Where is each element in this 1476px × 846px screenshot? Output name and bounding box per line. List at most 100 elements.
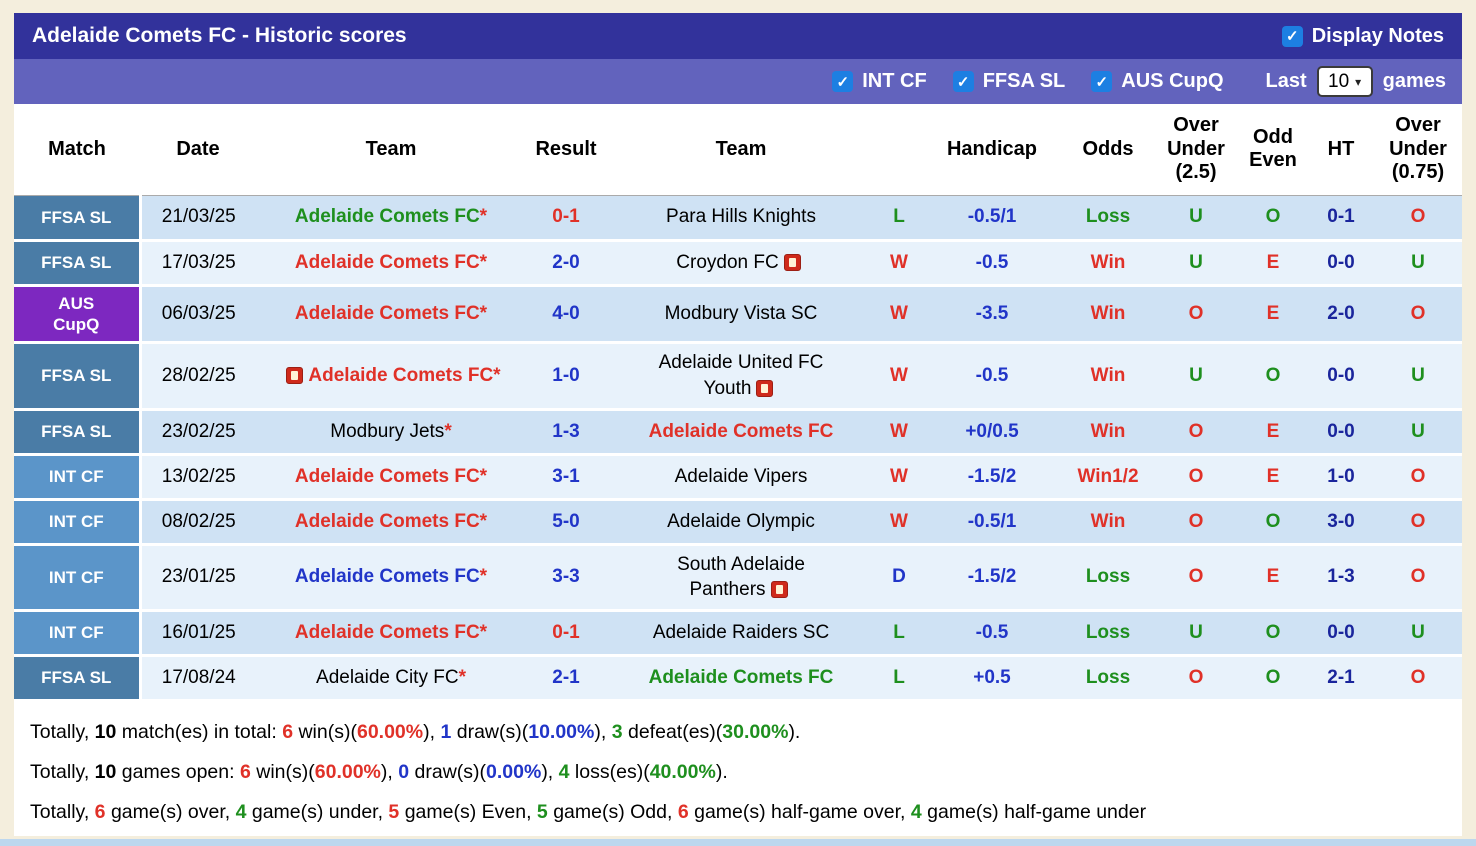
- match-competition-badge: FFSA SL: [14, 655, 142, 702]
- home-team-cell: Adelaide Comets FC*: [256, 240, 526, 287]
- summary-segment: game(s) Odd,: [547, 800, 678, 823]
- over-under-25-cell: O: [1154, 655, 1238, 702]
- home-team-cell: Adelaide Comets FC*: [256, 195, 526, 242]
- away-team-name[interactable]: Youth: [703, 377, 752, 399]
- result-cell: 0-1: [526, 195, 606, 242]
- filter-bar: ✓ INT CF ✓ FFSA SL ✓ AUS CupQ Last 10 ▾ …: [14, 59, 1462, 104]
- away-team-name[interactable]: Adelaide Olympic: [667, 510, 815, 532]
- away-team-name[interactable]: Para Hills Knights: [666, 206, 816, 228]
- home-team-name[interactable]: Adelaide Comets FC: [294, 206, 480, 228]
- filter-aus-cupq[interactable]: ✓ AUS CupQ: [1091, 70, 1224, 93]
- last-games-select[interactable]: 10 ▾: [1316, 66, 1373, 97]
- table-row: AUS CupQ 06/03/25 Adelaide Comets FC* 4-0 Mo…: [14, 285, 1462, 345]
- historic-scores-table: Match Date Team Result Team Handicap Odd…: [14, 104, 1462, 702]
- match-competition-badge: FFSA SL: [14, 409, 142, 456]
- summary-segment: 6: [239, 760, 251, 783]
- home-team-name[interactable]: Adelaide Comets FC: [308, 364, 494, 386]
- away-team-name[interactable]: Adelaide Vipers: [674, 465, 808, 487]
- team-note-asterisk: *: [444, 420, 452, 442]
- half-time-score-cell: 1-3: [1308, 544, 1374, 612]
- away-team-line: Adelaide Olympic: [609, 509, 873, 535]
- away-team-name[interactable]: Croydon FC: [676, 251, 779, 273]
- away-team-name[interactable]: South Adelaide: [677, 553, 805, 575]
- over-under-25-cell: U: [1154, 240, 1238, 287]
- summary-segment: ),: [541, 760, 559, 783]
- col-header-over-under-075: Over Under (0.75): [1374, 104, 1462, 196]
- summary-segment: Totally,: [30, 760, 95, 783]
- match-outcome-cell: W: [876, 240, 922, 287]
- summary-segment: ),: [380, 760, 399, 783]
- filter-int-cf[interactable]: ✓ INT CF: [832, 70, 927, 93]
- away-team-name[interactable]: Adelaide Comets FC: [648, 420, 834, 442]
- away-team-name[interactable]: Adelaide Raiders SC: [652, 622, 830, 644]
- home-team-name[interactable]: Adelaide Comets FC: [294, 621, 480, 643]
- over-under-25-cell: O: [1154, 285, 1238, 345]
- away-team-name[interactable]: Adelaide Comets FC: [648, 667, 834, 689]
- home-team-name[interactable]: Adelaide City FC: [316, 666, 459, 688]
- aus-cupq-checkbox[interactable]: ✓: [1091, 71, 1113, 92]
- home-team-name[interactable]: Adelaide Comets FC: [294, 566, 480, 588]
- result-cell: 1-0: [526, 342, 606, 411]
- team-note-asterisk: *: [479, 621, 488, 643]
- match-outcome-cell: W: [876, 454, 922, 501]
- ffsa-sl-label: FFSA SL: [982, 70, 1066, 92]
- filter-ffsa-sl[interactable]: ✓ FFSA SL: [952, 70, 1066, 93]
- selected-games-count: 10: [1328, 70, 1350, 92]
- home-team-cell: Adelaide Comets FC*: [256, 544, 526, 612]
- table-header: Match Date Team Result Team Handicap Odd…: [14, 104, 1462, 196]
- aus-cupq-label: AUS CupQ: [1121, 70, 1224, 92]
- handicap-cell: -3.5: [922, 285, 1062, 345]
- match-outcome-cell: W: [876, 285, 922, 345]
- int-cf-checkbox[interactable]: ✓: [832, 71, 854, 92]
- display-notes-toggle[interactable]: ✓ Display Notes: [1281, 25, 1444, 48]
- col-header-match: Match: [14, 104, 140, 196]
- away-team-name[interactable]: Adelaide United FC: [658, 352, 824, 374]
- home-team-cell: Modbury Jets*: [256, 409, 526, 456]
- page-title: Adelaide Comets FC - Historic scores: [32, 24, 407, 47]
- team-note-asterisk: *: [479, 303, 488, 325]
- match-competition-badge: FFSA SL: [14, 342, 142, 411]
- half-time-score-cell: 0-0: [1308, 342, 1374, 411]
- display-notes-checkbox[interactable]: ✓: [1281, 25, 1303, 47]
- summary-segment: draw(s)(: [451, 720, 529, 743]
- away-team-cell: Adelaide Comets FC: [606, 655, 876, 702]
- match-competition-badge: INT CF: [14, 454, 142, 501]
- odd-even-cell: O: [1238, 655, 1308, 702]
- away-team-line: South Adelaide: [609, 552, 873, 578]
- next-table-strip: [0, 838, 1476, 846]
- ffsa-sl-checkbox[interactable]: ✓: [952, 71, 974, 92]
- summary-segment: 0.00%: [486, 760, 542, 783]
- away-team-name[interactable]: Modbury Vista SC: [664, 303, 818, 325]
- summary-segment: 60.00%: [314, 760, 381, 783]
- over-under-25-cell: O: [1154, 409, 1238, 456]
- home-team-name[interactable]: Modbury Jets: [330, 420, 445, 442]
- result-cell: 3-3: [526, 544, 606, 612]
- date-cell: 23/01/25: [140, 544, 256, 612]
- away-team-name[interactable]: Panthers: [689, 579, 766, 601]
- home-team-name[interactable]: Adelaide Comets FC: [294, 465, 480, 487]
- home-team-name[interactable]: Adelaide Comets FC: [294, 303, 480, 325]
- summary-line: Totally, 10 match(es) in total: 6 win(s)…: [30, 712, 1446, 752]
- handicap-cell: -0.5: [922, 342, 1062, 411]
- home-team-cell: Adelaide Comets FC*: [256, 610, 526, 657]
- col-header-odd-even: Odd Even: [1238, 104, 1308, 196]
- half-time-score-cell: 2-1: [1308, 655, 1374, 702]
- away-team-line: Panthers: [609, 577, 873, 603]
- result-cell: 2-0: [526, 240, 606, 287]
- home-team-name[interactable]: Adelaide Comets FC: [294, 510, 480, 532]
- red-card-note-icon: [286, 366, 304, 384]
- match-outcome-cell: L: [876, 655, 922, 702]
- away-team-cell: South Adelaide Panthers: [606, 544, 876, 612]
- home-team-name[interactable]: Adelaide Comets FC: [294, 251, 480, 273]
- last-games-group: Last 10 ▾ games: [1266, 66, 1446, 97]
- home-team-cell: Adelaide Comets FC*: [256, 285, 526, 345]
- home-team-cell: Adelaide Comets FC*: [256, 499, 526, 546]
- odd-even-cell: O: [1238, 499, 1308, 546]
- table-row: INT CF 23/01/25 Adelaide Comets FC* 3-3 Sout…: [14, 544, 1462, 612]
- odd-even-cell: O: [1238, 342, 1308, 411]
- col-header-date: Date: [140, 104, 256, 196]
- home-team-cell: Adelaide Comets FC*: [256, 342, 526, 411]
- away-team-cell: Adelaide United FC Youth: [606, 342, 876, 411]
- away-team-cell: Croydon FC: [606, 240, 876, 287]
- summary-segment: ).: [788, 720, 801, 743]
